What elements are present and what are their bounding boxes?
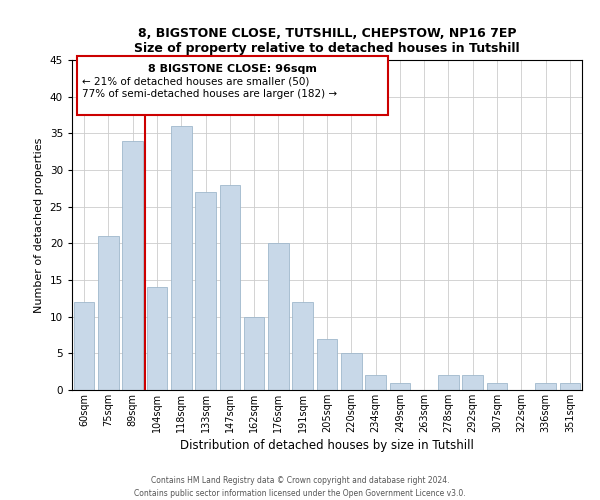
- Y-axis label: Number of detached properties: Number of detached properties: [34, 138, 44, 312]
- Bar: [122, 140, 143, 390]
- Bar: [341, 354, 362, 390]
- Bar: [146, 288, 167, 390]
- Bar: [244, 316, 265, 390]
- Text: ← 21% of detached houses are smaller (50): ← 21% of detached houses are smaller (50…: [82, 76, 309, 86]
- Text: 77% of semi-detached houses are larger (182) →: 77% of semi-detached houses are larger (…: [82, 90, 337, 100]
- Text: Contains HM Land Registry data © Crown copyright and database right 2024.
Contai: Contains HM Land Registry data © Crown c…: [134, 476, 466, 498]
- Bar: [268, 244, 289, 390]
- Bar: [77, 56, 388, 115]
- Bar: [171, 126, 191, 390]
- Bar: [317, 338, 337, 390]
- Text: 8 BIGSTONE CLOSE: 96sqm: 8 BIGSTONE CLOSE: 96sqm: [148, 64, 317, 74]
- X-axis label: Distribution of detached houses by size in Tutshill: Distribution of detached houses by size …: [180, 439, 474, 452]
- Bar: [389, 382, 410, 390]
- Bar: [487, 382, 508, 390]
- Bar: [438, 376, 459, 390]
- Bar: [74, 302, 94, 390]
- Bar: [560, 382, 580, 390]
- Bar: [535, 382, 556, 390]
- Title: 8, BIGSTONE CLOSE, TUTSHILL, CHEPSTOW, NP16 7EP
Size of property relative to det: 8, BIGSTONE CLOSE, TUTSHILL, CHEPSTOW, N…: [134, 26, 520, 54]
- Bar: [292, 302, 313, 390]
- Bar: [220, 184, 240, 390]
- Bar: [98, 236, 119, 390]
- Bar: [463, 376, 483, 390]
- Bar: [365, 376, 386, 390]
- Bar: [195, 192, 216, 390]
